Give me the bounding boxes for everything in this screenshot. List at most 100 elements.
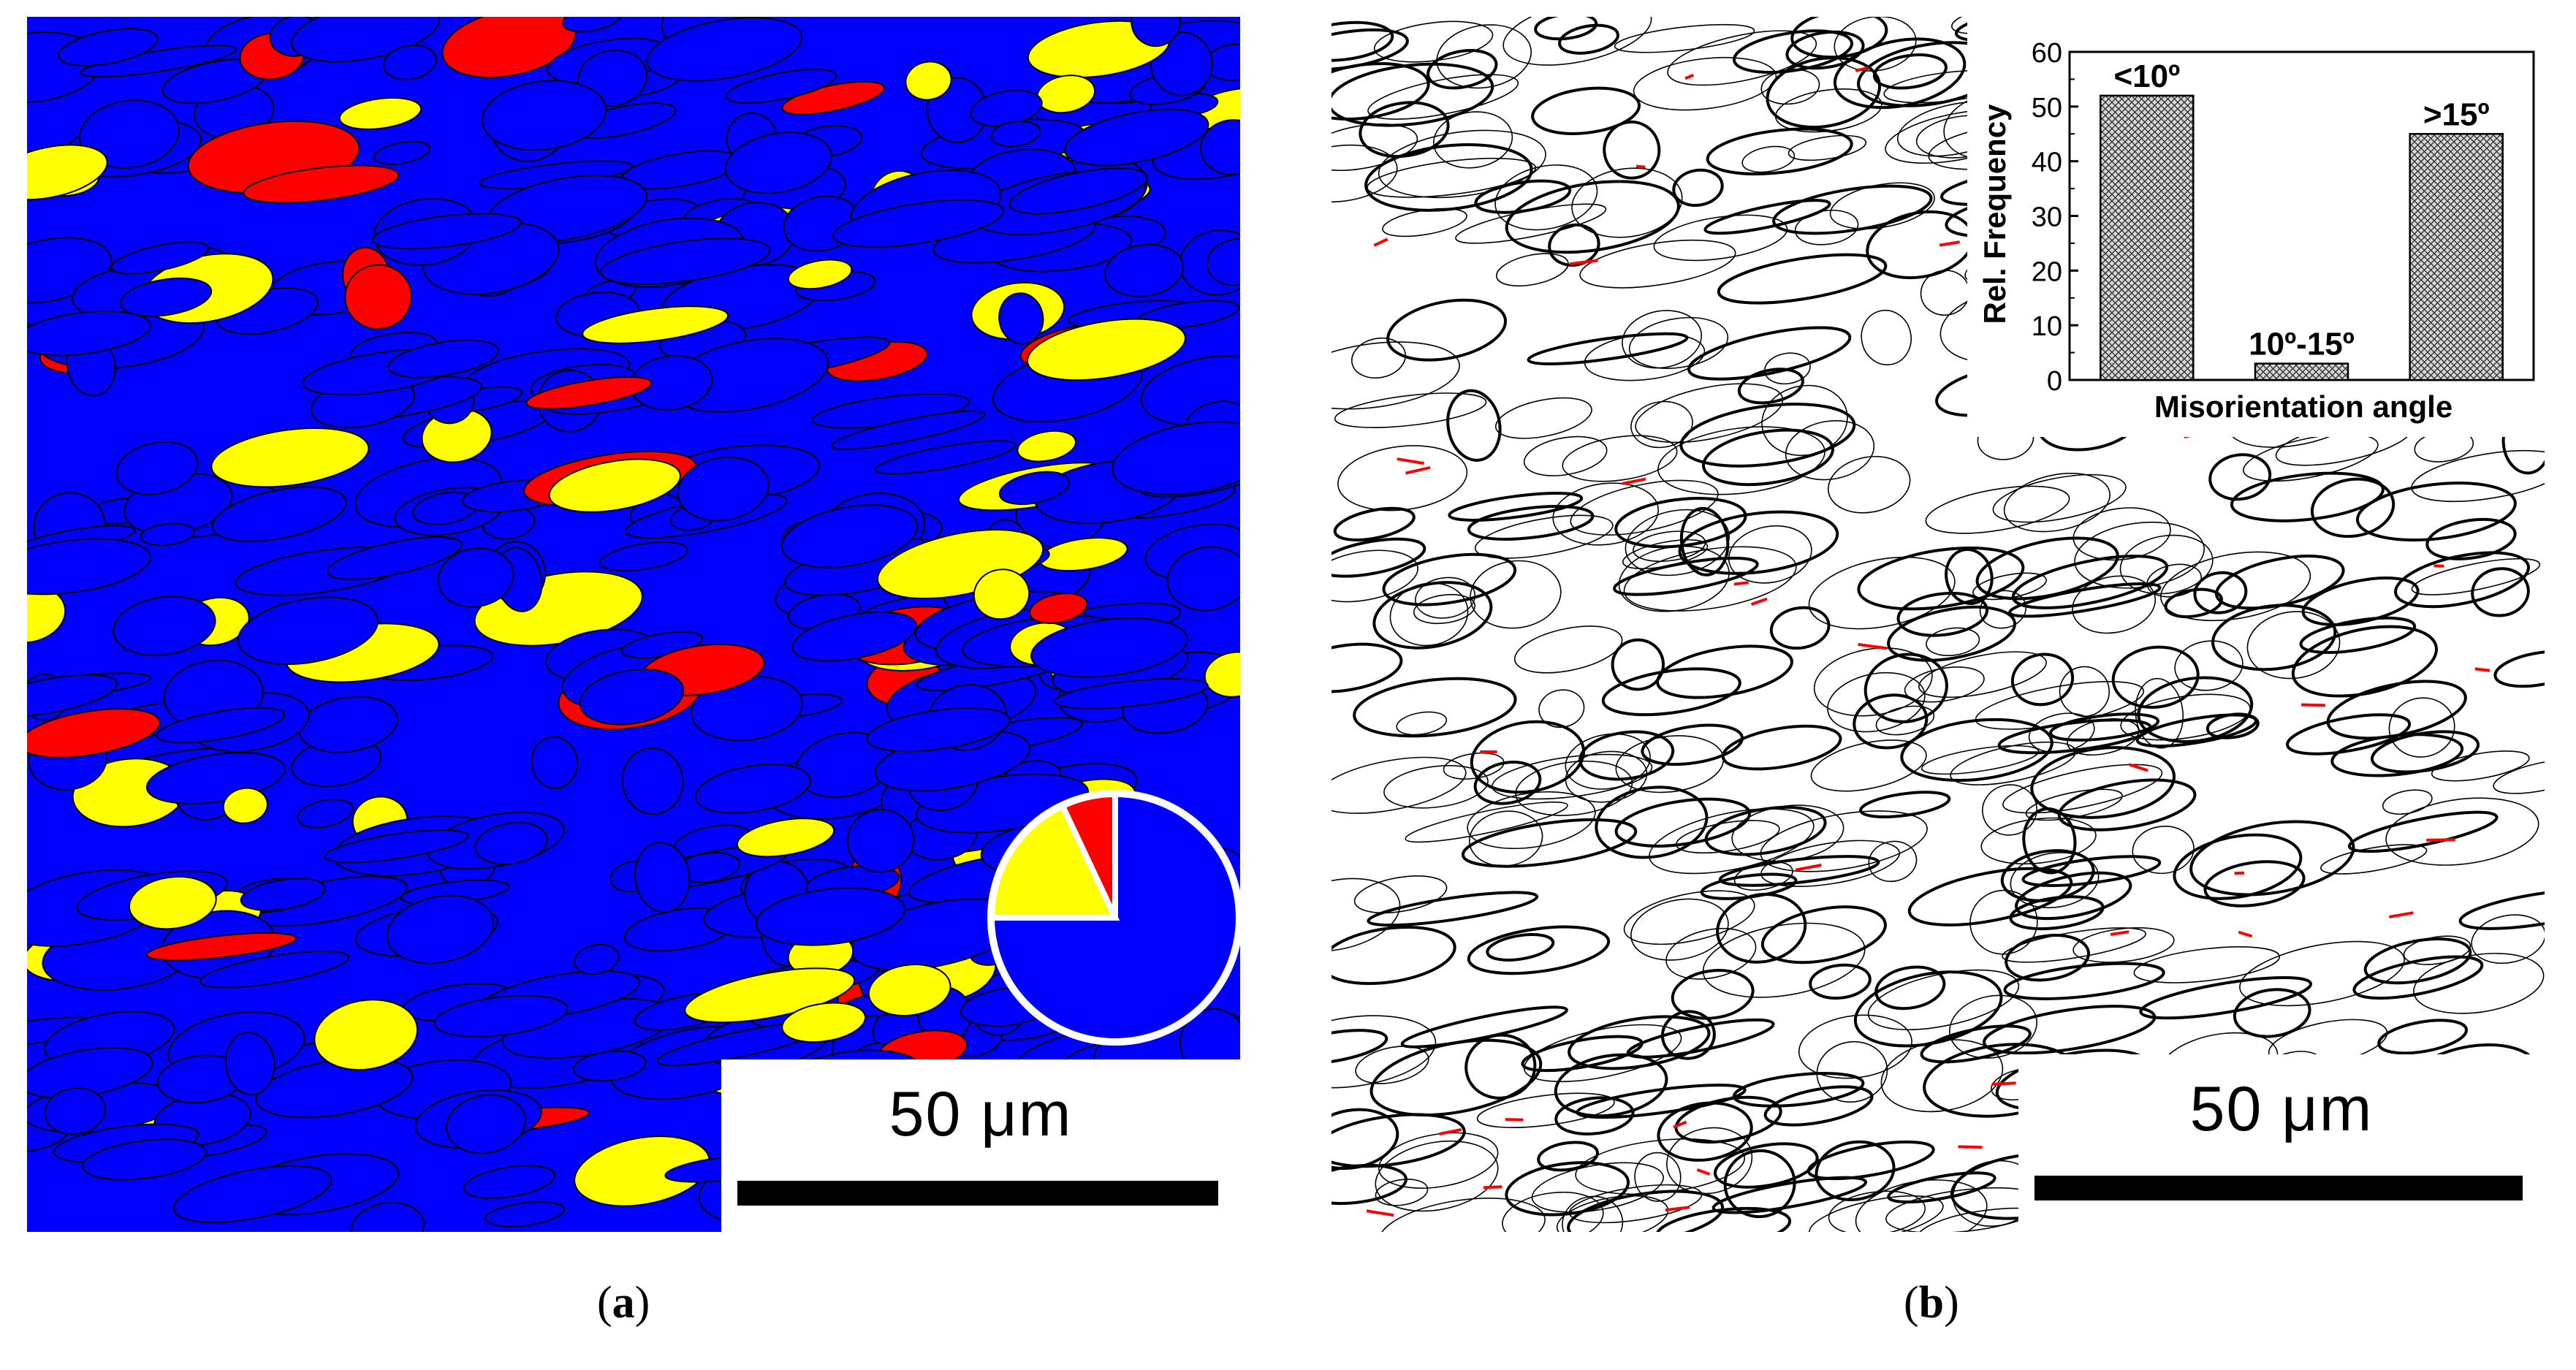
grain	[371, 213, 522, 250]
grain	[1672, 168, 1724, 208]
grain	[297, 798, 354, 829]
grain	[110, 241, 210, 275]
grain	[1474, 179, 1572, 214]
grain	[1531, 86, 1641, 135]
grain	[2239, 940, 2405, 1007]
grain	[1331, 1015, 1437, 1089]
grain	[1925, 485, 2070, 534]
grain	[2135, 677, 2184, 749]
grain	[2005, 934, 2090, 982]
grain	[1567, 1190, 1725, 1232]
grain	[998, 292, 1044, 345]
grain	[1378, 1198, 1546, 1232]
low-angle-boundary	[1750, 597, 1768, 606]
grain	[905, 61, 952, 101]
grain	[621, 747, 684, 815]
scale-bar-line	[737, 1181, 1218, 1206]
grain	[1733, 861, 1793, 891]
grain	[172, 1165, 333, 1223]
grain	[1556, 1195, 1669, 1232]
grain	[724, 132, 832, 194]
low-angle-boundary	[1397, 457, 1425, 465]
grain	[1378, 1132, 1499, 1189]
low-angle-boundary	[1958, 1145, 1983, 1149]
low-angle-boundary	[1673, 1120, 1687, 1129]
grain	[1331, 123, 1418, 171]
grain	[1706, 127, 1853, 175]
grain	[1476, 1092, 1615, 1128]
grain	[1063, 108, 1209, 167]
bar-1	[2254, 362, 2349, 381]
grain	[1353, 875, 1448, 914]
grain	[582, 305, 729, 344]
grain	[1584, 332, 1706, 381]
low-angle-boundary	[2388, 911, 2414, 918]
grain	[1026, 318, 1186, 381]
grain	[1920, 270, 1970, 316]
grain	[27, 538, 152, 595]
grain	[1331, 341, 1460, 410]
grain	[1918, 651, 2047, 699]
scale-bar: 50 μm	[721, 1059, 1240, 1232]
grain	[2189, 820, 2355, 897]
grain	[1787, 134, 1867, 161]
grain	[1872, 53, 1948, 90]
grain	[1613, 556, 1759, 596]
grain	[338, 96, 422, 130]
grain	[2072, 927, 2175, 963]
grain	[1855, 1179, 1988, 1232]
grain	[1351, 337, 1406, 379]
caption-letter: a	[612, 1278, 635, 1328]
grain	[1433, 111, 1513, 169]
grain	[1166, 546, 1240, 612]
grain	[1868, 840, 1918, 883]
grain	[791, 611, 918, 662]
grain	[579, 668, 685, 726]
y-tick-label: 0	[2047, 366, 2062, 397]
low-angle-boundary	[1939, 240, 1961, 247]
grain	[1400, 1005, 1568, 1049]
grain	[44, 1087, 106, 1135]
grain	[1623, 546, 1797, 612]
grain	[1660, 1010, 1716, 1060]
grain	[1382, 552, 1517, 606]
grain	[2193, 571, 2248, 614]
grain	[1785, 30, 1865, 70]
grain	[1565, 750, 1648, 803]
grain	[1103, 243, 1185, 297]
grain	[1887, 605, 2017, 662]
grain	[437, 547, 514, 608]
low-angle-boundary	[2110, 930, 2129, 936]
grain	[1378, 129, 1546, 199]
grain	[210, 427, 370, 488]
bar-category-label: <10º	[2113, 58, 2180, 94]
grain	[1772, 184, 1933, 235]
grain	[1505, 180, 1680, 254]
grain	[787, 259, 853, 290]
grain	[474, 821, 548, 865]
grain	[1372, 581, 1493, 650]
grain	[1676, 820, 1780, 854]
grain	[1467, 505, 1595, 541]
grain	[2458, 888, 2545, 930]
grain	[115, 441, 199, 495]
grain	[874, 440, 1017, 475]
grain	[1405, 801, 1568, 843]
grain	[1502, 1191, 1604, 1232]
grain	[27, 674, 118, 718]
grain	[1473, 761, 1542, 805]
grain	[1570, 479, 1719, 536]
grain	[2363, 937, 2472, 985]
grain	[2382, 789, 2433, 815]
grain	[973, 568, 1030, 620]
grain	[1415, 576, 1476, 619]
grain	[2301, 576, 2420, 626]
grain	[324, 829, 469, 864]
grain	[2394, 551, 2530, 609]
grain	[1615, 735, 1725, 794]
grain	[1331, 537, 1426, 578]
grain	[1907, 867, 2073, 926]
grain	[1112, 421, 1240, 495]
grain	[1413, 593, 1475, 625]
grain	[1732, 1072, 1865, 1108]
